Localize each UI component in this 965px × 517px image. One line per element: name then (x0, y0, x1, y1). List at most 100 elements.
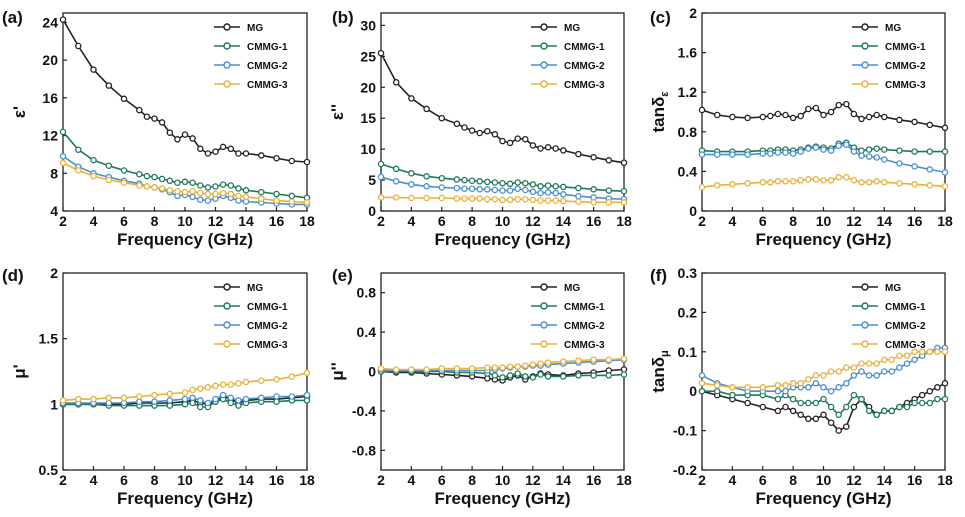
data-point (506, 180, 514, 188)
data-point (303, 391, 311, 399)
legend-marker (223, 23, 231, 31)
data-point (468, 177, 476, 184)
data-point (120, 399, 128, 407)
data-point (136, 170, 143, 178)
data-point (506, 139, 514, 147)
data-point (881, 156, 888, 163)
data-point (620, 355, 628, 362)
data-point (896, 403, 903, 411)
data-point (197, 182, 204, 189)
data-point (698, 151, 706, 158)
legend-label: MG (885, 283, 901, 294)
legend-item: CMMG-1 (852, 302, 926, 313)
data-point (136, 393, 143, 400)
y-tick-label: 1.6 (678, 45, 698, 61)
data-point (918, 348, 926, 356)
y-tick-label: 2 (689, 5, 697, 21)
data-point (453, 184, 461, 192)
data-point (242, 193, 250, 201)
data-point (529, 142, 537, 149)
data-point (782, 178, 789, 185)
data-point (227, 182, 235, 189)
data-point (759, 403, 767, 411)
data-point (491, 372, 499, 379)
data-point (453, 365, 461, 372)
data-point (166, 129, 174, 136)
data-point (552, 145, 559, 152)
x-tick-label: 16 (586, 472, 602, 488)
legend-label: CMMG-1 (247, 302, 288, 313)
data-point (105, 399, 113, 407)
data-point (392, 194, 400, 201)
x-tick-label: 4 (90, 472, 98, 488)
data-point (858, 395, 865, 403)
data-point (850, 177, 858, 184)
data-point (227, 145, 235, 153)
data-point (529, 374, 537, 381)
legend-marker (861, 283, 869, 291)
legend-marker (223, 321, 231, 329)
data-point (560, 373, 567, 380)
data-point (605, 157, 613, 164)
data-point (805, 145, 812, 152)
data-point (105, 162, 113, 169)
data-point (468, 185, 476, 192)
data-point (491, 195, 499, 203)
data-point (896, 147, 903, 154)
data-point (911, 348, 918, 356)
legend-marker (861, 321, 869, 329)
data-point (774, 110, 782, 118)
data-point (105, 394, 113, 402)
data-point (484, 178, 491, 186)
data-point (143, 183, 151, 190)
x-tick-label: 6 (438, 213, 446, 229)
data-point (774, 395, 782, 403)
data-point (729, 151, 736, 158)
y-tick-label: 0.2 (678, 304, 698, 320)
data-point (189, 135, 196, 142)
data-point (189, 394, 196, 402)
x-tick-label: 16 (269, 213, 285, 229)
x-axis-label: Frequency (GHz) (434, 489, 570, 508)
data-point (575, 150, 582, 158)
legend-item: MG (531, 283, 580, 294)
y-tick-label: 1.2 (678, 84, 698, 100)
data-point (204, 184, 212, 191)
series-mg (698, 100, 949, 132)
data-point (227, 190, 235, 198)
data-point (698, 106, 706, 114)
data-point (850, 391, 858, 399)
y-axis-label: ε'' (328, 104, 347, 120)
y-tick-label: 0 (368, 203, 376, 219)
data-point (219, 181, 227, 188)
data-point (911, 118, 918, 126)
data-point (484, 186, 491, 193)
data-point (120, 394, 128, 402)
y-tick-label: -0.2 (673, 462, 697, 478)
data-point (166, 390, 174, 398)
data-point (605, 199, 613, 206)
data-point (522, 362, 529, 369)
data-point (438, 174, 446, 182)
data-point (537, 183, 544, 190)
y-axis-label: μ' (10, 364, 29, 378)
data-point (151, 184, 158, 191)
data-point (903, 403, 911, 411)
data-point (698, 387, 706, 395)
y-tick-label: 20 (360, 79, 376, 95)
data-point (166, 177, 174, 185)
data-point (303, 369, 311, 377)
data-point (774, 407, 782, 415)
data-point (873, 154, 880, 161)
data-point (235, 397, 242, 404)
data-point (873, 178, 880, 185)
legend-marker (223, 340, 231, 348)
data-point (774, 149, 782, 156)
legend-item: MG (852, 283, 901, 294)
data-point (782, 403, 789, 411)
data-point (174, 187, 181, 195)
data-point (491, 131, 499, 138)
data-point (529, 188, 537, 196)
data-point (820, 177, 827, 184)
series-cmmg-1 (698, 387, 949, 419)
